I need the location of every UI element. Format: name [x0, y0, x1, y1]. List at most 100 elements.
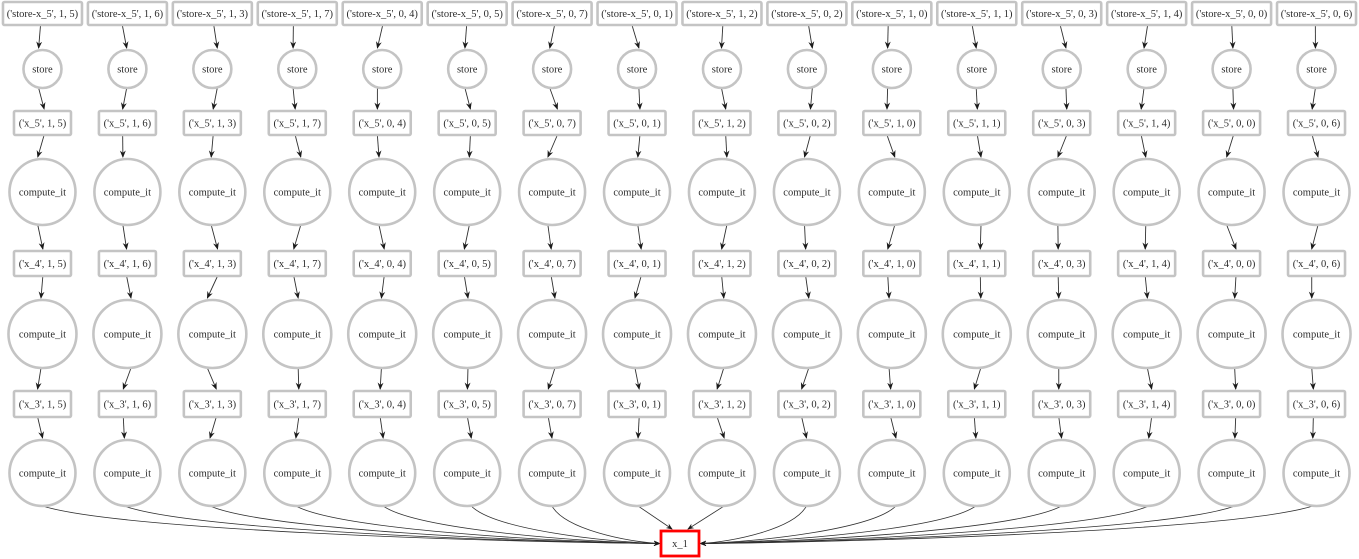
svg-text:store: store — [32, 65, 53, 76]
svg-text:('x_3', 0, 4): ('x_3', 0, 4) — [358, 400, 406, 411]
svg-text:compute_it: compute_it — [783, 188, 830, 199]
svg-text:store: store — [627, 65, 648, 76]
svg-text:compute_it: compute_it — [1208, 330, 1255, 341]
svg-text:('x_4', 1, 3): ('x_4', 1, 3) — [189, 259, 237, 270]
svg-text:store: store — [882, 65, 903, 76]
svg-text:('x_3', 0, 6): ('x_3', 0, 6) — [1293, 400, 1341, 411]
svg-text:('x_4', 0, 2): ('x_4', 0, 2) — [783, 259, 831, 270]
svg-text:('x_5', 0, 3): ('x_5', 0, 3) — [1038, 119, 1086, 130]
svg-text:compute_it: compute_it — [1038, 469, 1085, 480]
svg-text:('x_5', 1, 6): ('x_5', 1, 6) — [104, 119, 152, 130]
svg-text:compute_it: compute_it — [104, 469, 151, 480]
svg-text:('store-x_5', 0, 0): ('store-x_5', 0, 0) — [1196, 9, 1268, 20]
svg-text:('x_4', 1, 1): ('x_4', 1, 1) — [953, 259, 1001, 270]
svg-text:compute_it: compute_it — [19, 469, 66, 480]
svg-text:store: store — [287, 65, 308, 76]
svg-text:compute_it: compute_it — [104, 188, 151, 199]
svg-text:('x_4', 0, 1): ('x_4', 0, 1) — [613, 259, 661, 270]
svg-text:('x_5', 0, 4): ('x_5', 0, 4) — [358, 119, 406, 130]
svg-text:compute_it: compute_it — [1038, 330, 1085, 341]
svg-text:compute_it: compute_it — [1123, 469, 1170, 480]
svg-text:store: store — [967, 65, 988, 76]
svg-text:compute_it: compute_it — [444, 330, 491, 341]
svg-text:('x_3', 0, 7): ('x_3', 0, 7) — [528, 400, 576, 411]
svg-text:compute_it: compute_it — [19, 330, 66, 341]
svg-text:compute_it: compute_it — [953, 469, 1000, 480]
svg-text:('x_4', 0, 7): ('x_4', 0, 7) — [528, 259, 576, 270]
svg-text:store: store — [797, 65, 818, 76]
svg-text:compute_it: compute_it — [953, 330, 1000, 341]
svg-text:('x_3', 0, 1): ('x_3', 0, 1) — [613, 400, 661, 411]
svg-text:compute_it: compute_it — [104, 330, 151, 341]
svg-text:compute_it: compute_it — [274, 469, 321, 480]
svg-text:store: store — [1306, 65, 1327, 76]
svg-text:compute_it: compute_it — [1208, 188, 1255, 199]
svg-text:compute_it: compute_it — [868, 188, 915, 199]
svg-text:('x_3', 0, 0): ('x_3', 0, 0) — [1208, 400, 1256, 411]
svg-text:('x_5', 0, 2): ('x_5', 0, 2) — [783, 119, 831, 130]
svg-text:('x_3', 1, 5): ('x_3', 1, 5) — [19, 400, 67, 411]
svg-text:compute_it: compute_it — [189, 469, 236, 480]
svg-text:compute_it: compute_it — [528, 188, 575, 199]
svg-text:('store-x_5', 0, 3): ('store-x_5', 0, 3) — [1026, 9, 1098, 20]
svg-text:compute_it: compute_it — [613, 188, 660, 199]
svg-text:('x_5', 0, 7): ('x_5', 0, 7) — [528, 119, 576, 130]
svg-text:('store-x_5', 1, 5): ('store-x_5', 1, 5) — [7, 9, 79, 20]
svg-text:compute_it: compute_it — [1123, 330, 1170, 341]
svg-text:('x_5', 1, 1): ('x_5', 1, 1) — [953, 119, 1001, 130]
svg-text:('store-x_5', 0, 6): ('store-x_5', 0, 6) — [1281, 9, 1353, 20]
svg-text:store: store — [542, 65, 563, 76]
svg-text:compute_it: compute_it — [359, 469, 406, 480]
svg-text:compute_it: compute_it — [189, 330, 236, 341]
svg-text:compute_it: compute_it — [19, 188, 66, 199]
svg-text:('store-x_5', 1, 4): ('store-x_5', 1, 4) — [1111, 9, 1183, 20]
svg-text:compute_it: compute_it — [783, 330, 830, 341]
svg-text:compute_it: compute_it — [613, 469, 660, 480]
svg-text:('x_4', 0, 0): ('x_4', 0, 0) — [1208, 259, 1256, 270]
svg-text:compute_it: compute_it — [359, 188, 406, 199]
svg-text:('x_3', 1, 6): ('x_3', 1, 6) — [104, 400, 152, 411]
svg-text:('x_3', 1, 4): ('x_3', 1, 4) — [1123, 400, 1171, 411]
svg-text:compute_it: compute_it — [698, 188, 745, 199]
svg-text:store: store — [117, 65, 138, 76]
svg-text:compute_it: compute_it — [1123, 188, 1170, 199]
svg-text:compute_it: compute_it — [189, 188, 236, 199]
svg-text:('store-x_5', 1, 0): ('store-x_5', 1, 0) — [856, 9, 928, 20]
svg-text:('x_5', 1, 7): ('x_5', 1, 7) — [274, 119, 322, 130]
svg-text:store: store — [1136, 65, 1157, 76]
svg-text:compute_it: compute_it — [698, 469, 745, 480]
svg-text:('x_3', 1, 1): ('x_3', 1, 1) — [953, 400, 1001, 411]
svg-text:('x_4', 1, 0): ('x_4', 1, 0) — [868, 259, 916, 270]
svg-text:compute_it: compute_it — [1293, 188, 1340, 199]
svg-text:compute_it: compute_it — [868, 469, 915, 480]
svg-text:('x_3', 0, 5): ('x_3', 0, 5) — [443, 400, 491, 411]
svg-text:compute_it: compute_it — [359, 330, 406, 341]
svg-text:store: store — [712, 65, 733, 76]
svg-text:('store-x_5', 0, 1): ('store-x_5', 0, 1) — [601, 9, 673, 20]
svg-text:('x_4', 1, 4): ('x_4', 1, 4) — [1123, 259, 1171, 270]
svg-text:compute_it: compute_it — [953, 188, 1000, 199]
svg-text:('store-x_5', 0, 7): ('store-x_5', 0, 7) — [516, 9, 588, 20]
svg-text:('x_3', 1, 2): ('x_3', 1, 2) — [698, 400, 746, 411]
svg-text:('x_3', 0, 3): ('x_3', 0, 3) — [1038, 400, 1086, 411]
svg-text:('x_4', 0, 4): ('x_4', 0, 4) — [358, 259, 406, 270]
svg-text:compute_it: compute_it — [1208, 469, 1255, 480]
svg-text:('x_4', 1, 5): ('x_4', 1, 5) — [19, 259, 67, 270]
svg-text:('x_3', 1, 7): ('x_3', 1, 7) — [274, 400, 322, 411]
svg-text:compute_it: compute_it — [528, 330, 575, 341]
svg-text:('store-x_5', 0, 2): ('store-x_5', 0, 2) — [771, 9, 843, 20]
svg-text:('x_5', 0, 6): ('x_5', 0, 6) — [1293, 119, 1341, 130]
svg-text:compute_it: compute_it — [783, 469, 830, 480]
svg-text:store: store — [457, 65, 478, 76]
svg-text:('x_5', 0, 0): ('x_5', 0, 0) — [1208, 119, 1256, 130]
svg-text:('x_5', 1, 0): ('x_5', 1, 0) — [868, 119, 916, 130]
svg-text:compute_it: compute_it — [274, 330, 321, 341]
svg-text:('store-x_5', 0, 5): ('store-x_5', 0, 5) — [431, 9, 503, 20]
svg-text:('x_5', 1, 4): ('x_5', 1, 4) — [1123, 119, 1171, 130]
svg-text:('store-x_5', 1, 7): ('store-x_5', 1, 7) — [262, 9, 334, 20]
svg-text:store: store — [372, 65, 393, 76]
svg-text:x_1: x_1 — [672, 539, 688, 550]
svg-text:('store-x_5', 1, 2): ('store-x_5', 1, 2) — [686, 9, 758, 20]
svg-text:compute_it: compute_it — [613, 330, 660, 341]
svg-text:compute_it: compute_it — [1038, 188, 1085, 199]
